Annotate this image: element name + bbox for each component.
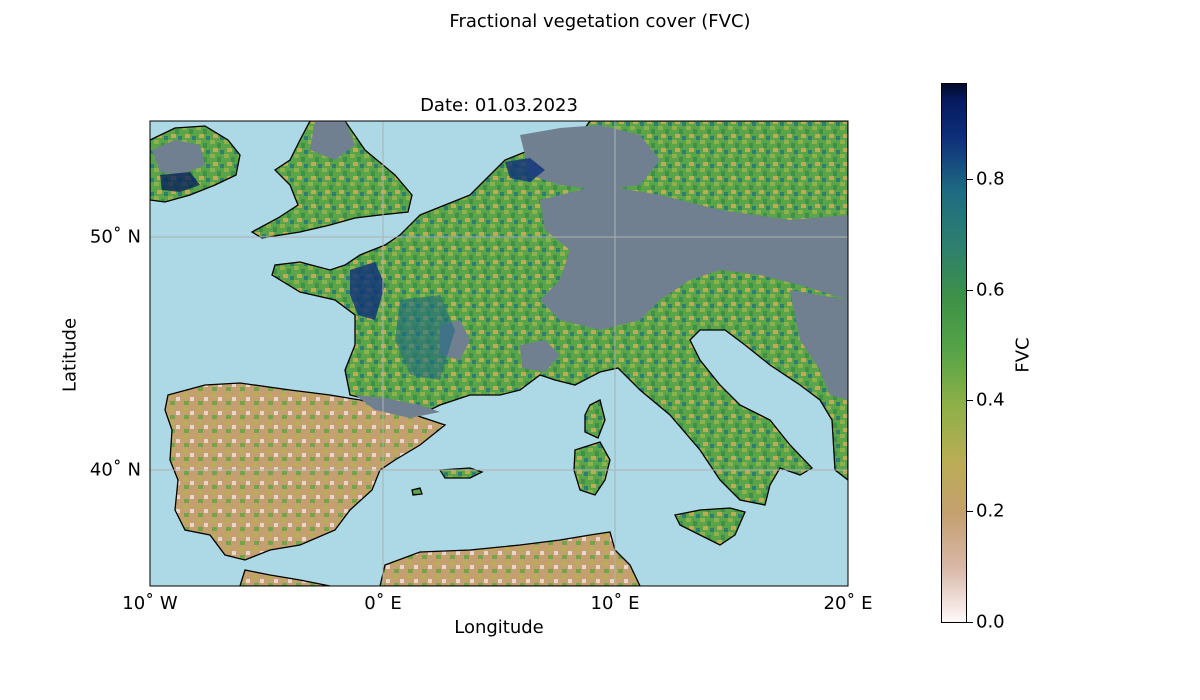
colorbar-tick-0-8 (967, 179, 973, 180)
colorbar-label-0-8: 0.8 (976, 168, 1005, 190)
no-data-north (520, 125, 660, 190)
land-sardinia (573, 441, 611, 496)
dense-vegetation-brittany (350, 262, 385, 320)
dense-vegetation-netherlands (505, 158, 545, 182)
map-area (150, 121, 848, 586)
land-iberia (164, 382, 447, 561)
colorbar (941, 83, 967, 623)
x-tick-10e: 10˚ E (590, 593, 640, 614)
no-data-maritime-alps (520, 340, 560, 372)
no-data-east (790, 290, 848, 400)
map-title: Date: 01.03.2023 (420, 95, 578, 116)
x-tick-10w: 10˚ W (122, 593, 178, 614)
y-tick-50n: 50˚ N (89, 226, 141, 248)
dense-vegetation-ireland (160, 172, 200, 192)
colorbar-title: FVC (1012, 337, 1034, 373)
land-north-africa (239, 531, 641, 586)
land-great-britain (250, 121, 413, 239)
colorbar-label-0-6: 0.6 (976, 279, 1005, 301)
figure-title: Fractional vegetation cover (FVC) (449, 11, 751, 32)
colorbar-label-0-2: 0.2 (976, 500, 1005, 522)
dense-vegetation-southwest-france (395, 295, 455, 380)
no-data-pyrenees (355, 395, 440, 418)
colorbar-tick-0-2 (967, 511, 973, 512)
y-tick-40n: 40˚ N (89, 459, 141, 481)
land-sicily (674, 507, 746, 546)
colorbar-label-0-0: 0.0 (976, 611, 1005, 633)
map-frame (149, 120, 849, 587)
no-data-mountains (540, 185, 848, 330)
land-corsica (584, 399, 606, 439)
colorbar-tick-0-6 (967, 290, 973, 291)
no-data-scotland (310, 121, 355, 160)
gridlines (150, 121, 848, 586)
x-tick-20e: 20˚ E (823, 593, 873, 614)
colorbar-tick-0-4 (967, 400, 973, 401)
colorbar-tick-0-0 (967, 622, 973, 623)
land-balearic-islands (411, 467, 484, 496)
x-axis-label: Longitude (454, 617, 544, 638)
no-data-ireland (152, 140, 205, 175)
y-axis-label: Latitude (59, 317, 81, 393)
x-tick-0e: 0˚ E (364, 593, 402, 614)
colorbar-label-0-4: 0.4 (976, 389, 1005, 411)
